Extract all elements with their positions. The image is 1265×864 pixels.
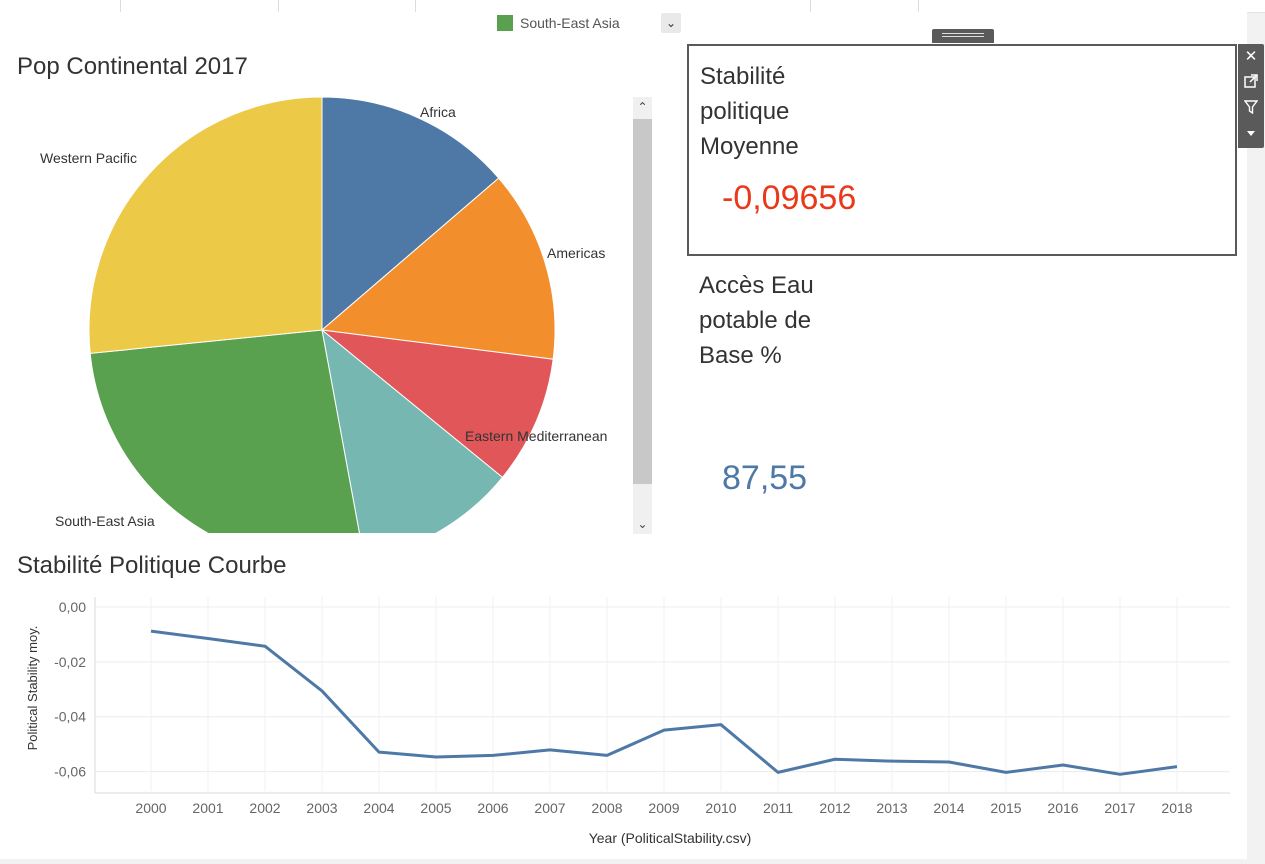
y-tick-label: -0,04	[54, 709, 86, 725]
pie-chart-title: Pop Continental 2017	[17, 53, 248, 80]
x-tick-label: 2004	[363, 800, 394, 816]
grip-line	[942, 33, 984, 34]
pie-chart-svg: Africa Americas Eastern Mediterranean South…	[40, 96, 607, 533]
y-tick-label: -0,06	[54, 764, 86, 780]
pie-slice-label: Eastern Mediterranean	[465, 428, 607, 444]
divider	[918, 0, 919, 12]
x-tick-label: 2001	[192, 800, 223, 816]
x-tick-label: 2013	[876, 800, 907, 816]
kpi-political-label: Stabilité politique Moyenne	[700, 63, 799, 160]
pie-slice-label: South-East Asia	[55, 513, 155, 529]
color-legend[interactable]: South-East Asia	[497, 12, 620, 34]
filter-icon[interactable]	[1238, 94, 1264, 120]
x-tick-label: 2014	[933, 800, 964, 816]
pie-slice[interactable]	[320, 177, 556, 360]
pie-slice[interactable]	[88, 96, 323, 354]
x-tick-label: 2002	[249, 800, 280, 816]
pie-slice[interactable]	[321, 96, 500, 332]
grip-line	[942, 36, 984, 37]
pie-chart[interactable]: Africa Americas Eastern Mediterranean South…	[0, 90, 632, 533]
x-tick-label: 2017	[1104, 800, 1135, 816]
x-axis-title: Year (PoliticalStability.csv)	[589, 830, 752, 846]
x-tick-label: 2010	[705, 800, 736, 816]
close-icon[interactable]: ✕	[1244, 48, 1258, 65]
legend-item-label: South-East Asia	[520, 15, 620, 31]
line-chart-svg: 0,00 -0,02 -0,04 -0,06 2000 2001 2002 2003 2004 2…	[25, 597, 1230, 846]
x-tick-label: 2018	[1161, 800, 1192, 816]
kpi-water-label: Accès Eau potable de Base %	[699, 272, 814, 369]
x-tick-label: 2000	[135, 800, 166, 816]
worksheet-toolbar: ✕	[1238, 44, 1264, 148]
chevron-down-icon[interactable]: ⌄	[661, 13, 681, 33]
popout-icon[interactable]	[1238, 68, 1264, 94]
pie-slice[interactable]	[320, 329, 554, 479]
scroll-up-icon[interactable]: ⌃	[637, 100, 648, 114]
kpi-water-value: 87,55	[722, 459, 808, 497]
line-chart-title: Stabilité Politique Courbe	[17, 552, 287, 579]
scroll-down-icon[interactable]: ⌄	[637, 517, 648, 531]
divider	[810, 0, 811, 12]
pie-scrollbar[interactable]: ⌃ ⌄	[633, 97, 652, 534]
y-tick-label: 0,00	[59, 599, 86, 615]
x-tick-label: 2009	[648, 800, 679, 816]
pie-slice[interactable]	[321, 328, 504, 533]
x-tick-label: 2008	[591, 800, 622, 816]
x-tick-label: 2011	[763, 800, 793, 816]
kpi-political-value: -0,09656	[722, 179, 857, 217]
y-tick-label: -0,02	[54, 654, 86, 670]
divider	[415, 0, 416, 12]
series-line	[150, 629, 1178, 776]
pie-slice-label: Western Pacific	[40, 150, 137, 166]
x-tick-label: 2015	[990, 800, 1021, 816]
y-axis-title: Political Stability moy.	[25, 626, 40, 751]
more-icon[interactable]	[1238, 120, 1264, 146]
divider	[120, 0, 121, 12]
x-tick-label: 2012	[819, 800, 850, 816]
scroll-thumb[interactable]	[633, 119, 652, 484]
pie-slice-label: Africa	[420, 104, 456, 120]
kpi-political-stability[interactable]: Stabilité politique Moyenne -0,09656	[687, 44, 1237, 256]
line-chart[interactable]: 0,00 -0,02 -0,04 -0,06 2000 2001 2002 2003 2004 2…	[0, 585, 1247, 859]
x-tick-label: 2007	[534, 800, 565, 816]
x-tick-label: 2016	[1047, 800, 1078, 816]
divider	[278, 0, 279, 12]
pie-slice[interactable]	[89, 329, 364, 533]
legend-swatch	[497, 15, 513, 31]
x-tick-label: 2003	[306, 800, 337, 816]
drag-handle[interactable]	[932, 29, 994, 43]
pie-slice-label: Americas	[547, 245, 605, 261]
x-tick-label: 2005	[420, 800, 451, 816]
x-tick-label: 2006	[477, 800, 508, 816]
